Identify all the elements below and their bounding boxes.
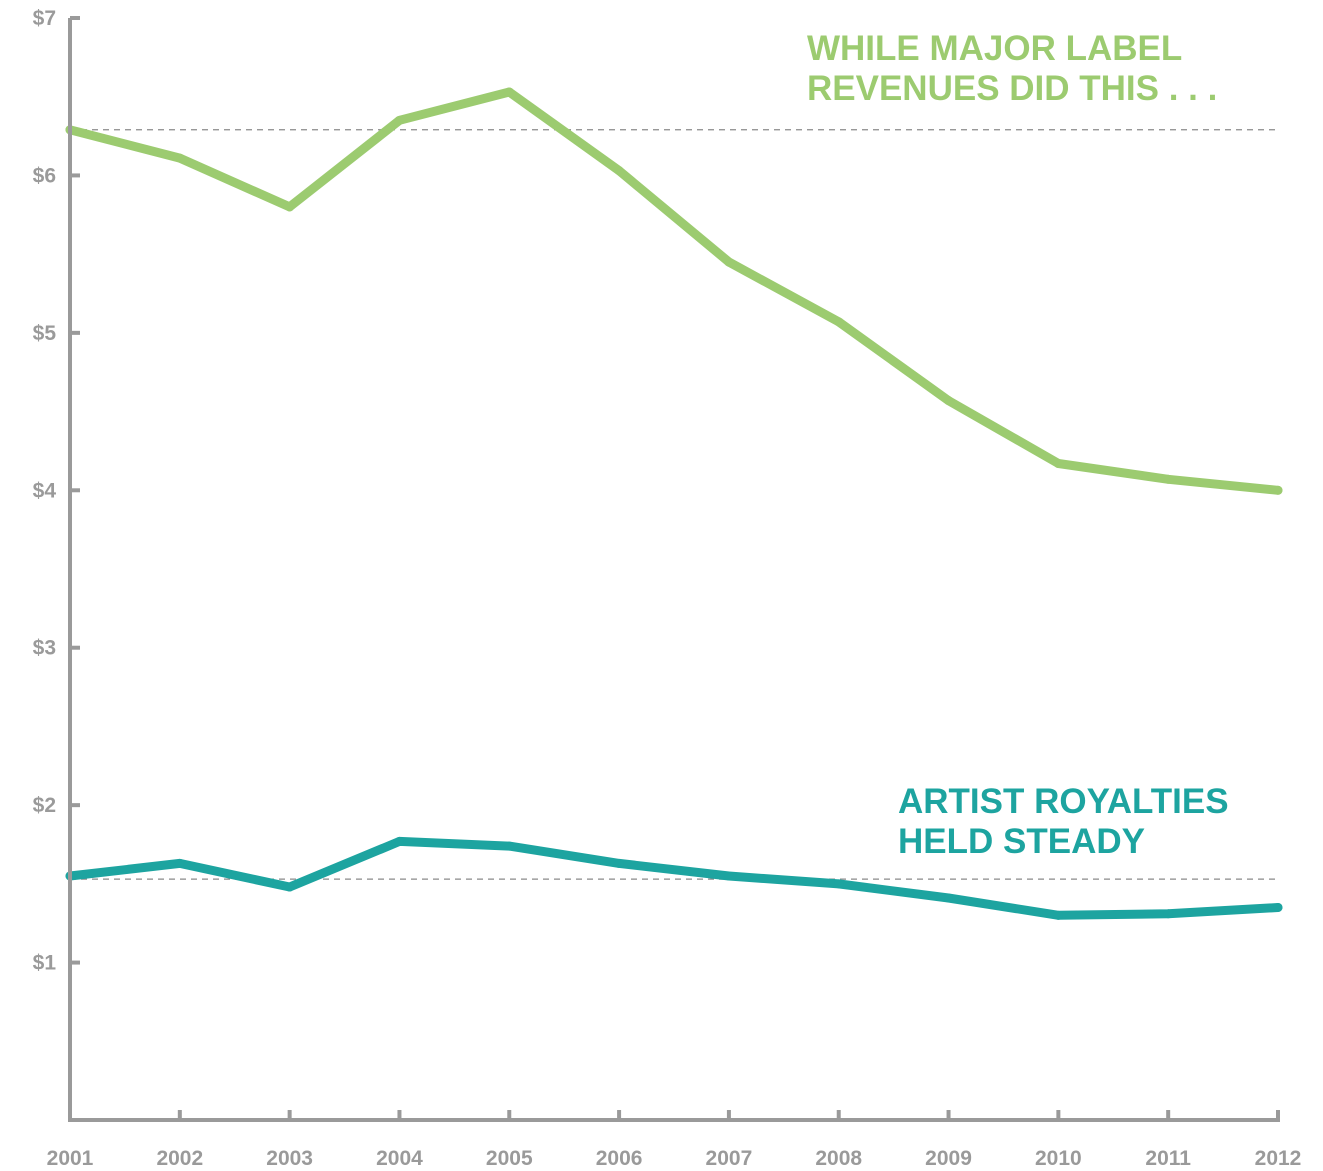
x-tick-label: 2011 <box>1145 1147 1191 1170</box>
x-tick-label: 2010 <box>1035 1147 1082 1170</box>
x-tick-label: 2008 <box>815 1147 862 1170</box>
y-tick-label: $4 <box>33 479 57 502</box>
data-point-artist_royalties <box>1053 910 1063 920</box>
annotations: WHILE MAJOR LABEL REVENUES DID THIS . . .… <box>807 29 1229 861</box>
x-tick-label: 2007 <box>706 1147 753 1170</box>
data-point-artist_royalties <box>1273 902 1283 912</box>
x-tick-label: 2012 <box>1255 1147 1302 1170</box>
data-point-artist_royalties <box>834 879 844 889</box>
annotation-artist_royalties: ARTIST ROYALTIES HELD STEADY <box>898 782 1229 861</box>
data-point-major_label_revenues <box>944 396 954 406</box>
y-tick-label: $1 <box>33 952 57 975</box>
series-line-major_label_revenues <box>65 87 1283 495</box>
data-point-major_label_revenues <box>1053 459 1063 469</box>
annotation-line: ARTIST ROYALTIES <box>898 782 1229 821</box>
data-point-major_label_revenues <box>285 202 295 212</box>
data-point-major_label_revenues <box>175 153 185 163</box>
x-tick-label: 2009 <box>925 1147 972 1170</box>
x-tick-label: 2005 <box>486 1147 533 1170</box>
y-tick-label: $5 <box>33 322 57 345</box>
data-point-artist_royalties <box>724 871 734 881</box>
data-point-major_label_revenues <box>1163 474 1173 484</box>
data-point-major_label_revenues <box>834 317 844 327</box>
annotation-line: REVENUES DID THIS . . . <box>807 69 1217 108</box>
series-layer <box>65 87 1283 920</box>
x-tick-label: 2002 <box>156 1147 203 1170</box>
x-tick-label: 2001 <box>47 1147 94 1170</box>
annotation-line: WHILE MAJOR LABEL <box>807 29 1182 68</box>
x-tick-label: 2006 <box>596 1147 643 1170</box>
annotation-major_label_revenues: WHILE MAJOR LABEL REVENUES DID THIS . . . <box>807 29 1217 108</box>
data-point-major_label_revenues <box>504 87 514 97</box>
data-point-artist_royalties <box>1163 909 1173 919</box>
data-point-major_label_revenues <box>394 115 404 125</box>
y-tick-label: $2 <box>33 794 56 817</box>
data-point-artist_royalties <box>394 836 404 846</box>
data-point-artist_royalties <box>504 841 514 851</box>
y-tick-label: $6 <box>33 164 56 187</box>
data-point-major_label_revenues <box>1273 485 1283 495</box>
data-point-artist_royalties <box>285 882 295 892</box>
data-point-artist_royalties <box>175 858 185 868</box>
x-tick-label: 2004 <box>376 1147 423 1170</box>
reference-lines <box>70 129 1278 880</box>
x-tick-label: 2003 <box>266 1147 313 1170</box>
y-tick-label: $7 <box>33 7 56 30</box>
y-tick-label: $3 <box>33 637 56 660</box>
series-line-artist_royalties <box>65 836 1283 920</box>
axes <box>68 18 1280 1122</box>
data-point-major_label_revenues <box>614 166 624 176</box>
data-point-artist_royalties <box>614 858 624 868</box>
y-tick-group: $1 $2 $3 $4 $5 $6 $7 <box>33 7 80 975</box>
data-point-artist_royalties <box>944 893 954 903</box>
x-tick-group: 2001 2002 2003 2004 2005 2006 2007 2008 2009 2010… <box>47 1110 1302 1170</box>
data-point-major_label_revenues <box>724 257 734 267</box>
annotation-line: HELD STEADY <box>898 822 1145 861</box>
